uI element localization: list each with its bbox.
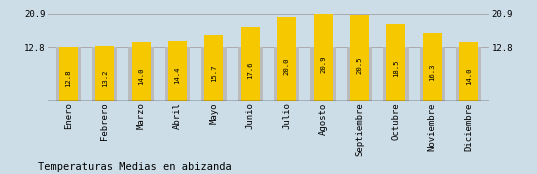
Text: 15.7: 15.7 bbox=[211, 65, 217, 82]
Bar bbox=[59, 48, 78, 101]
Bar bbox=[95, 46, 114, 101]
Bar bbox=[241, 27, 260, 101]
Text: 14.0: 14.0 bbox=[138, 68, 144, 85]
Bar bbox=[310, 48, 336, 101]
Text: 20.5: 20.5 bbox=[357, 56, 362, 74]
Bar bbox=[274, 48, 300, 101]
Bar bbox=[383, 48, 409, 101]
Bar bbox=[168, 41, 187, 101]
Text: 20.9: 20.9 bbox=[320, 56, 326, 73]
Bar bbox=[456, 48, 481, 101]
Bar bbox=[165, 48, 190, 101]
Bar bbox=[201, 48, 227, 101]
Text: Temperaturas Medias en abizanda: Temperaturas Medias en abizanda bbox=[38, 162, 231, 172]
Bar bbox=[419, 48, 445, 101]
Bar bbox=[92, 48, 118, 101]
Bar bbox=[56, 48, 81, 101]
Bar bbox=[350, 15, 369, 101]
Text: 18.5: 18.5 bbox=[393, 60, 399, 77]
Text: 14.4: 14.4 bbox=[175, 67, 180, 84]
Bar bbox=[459, 42, 478, 101]
Text: 20.0: 20.0 bbox=[284, 57, 289, 75]
Bar bbox=[277, 17, 296, 101]
Bar bbox=[387, 24, 405, 101]
Text: 12.8: 12.8 bbox=[66, 70, 71, 87]
Bar bbox=[132, 42, 150, 101]
Bar bbox=[314, 14, 332, 101]
Text: 13.2: 13.2 bbox=[101, 69, 108, 86]
Bar bbox=[205, 35, 223, 101]
Bar bbox=[347, 48, 372, 101]
Text: 16.3: 16.3 bbox=[429, 64, 436, 81]
Bar bbox=[237, 48, 263, 101]
Bar bbox=[128, 48, 154, 101]
Bar bbox=[423, 33, 442, 101]
Text: 14.0: 14.0 bbox=[466, 68, 471, 85]
Text: 17.6: 17.6 bbox=[248, 61, 253, 79]
